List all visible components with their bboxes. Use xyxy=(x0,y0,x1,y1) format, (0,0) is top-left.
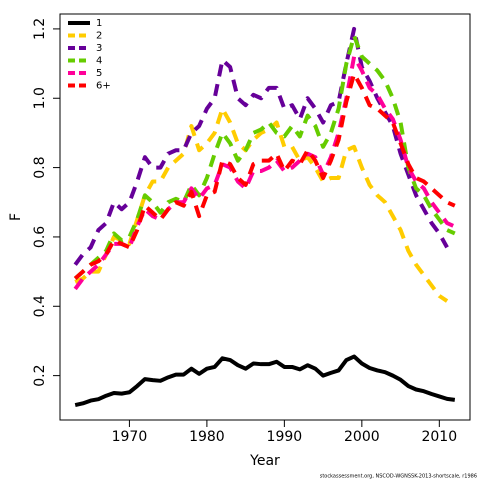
legend-label: 4 xyxy=(96,56,102,67)
series-line xyxy=(73,26,449,266)
x-tick-label: 1970 xyxy=(112,429,148,445)
legend-label: 1 xyxy=(96,18,102,29)
series-line xyxy=(74,106,449,303)
y-tick-label: 0.4 xyxy=(32,295,48,317)
x-tick-label: 1980 xyxy=(189,429,225,445)
x-tick-label: 2010 xyxy=(421,429,457,445)
y-tick-label: 0.6 xyxy=(32,226,48,248)
x-tick-label: 1990 xyxy=(267,429,303,445)
x-axis-label: Year xyxy=(249,453,280,469)
y-tick-label: 1.0 xyxy=(32,87,48,109)
series-line xyxy=(73,54,456,291)
legend-label: 2 xyxy=(96,31,102,42)
y-tick-label: 1.2 xyxy=(32,18,48,40)
series-line xyxy=(73,71,456,281)
plot-frame xyxy=(59,13,471,421)
legend-label: 3 xyxy=(96,43,102,54)
y-axis-label: F xyxy=(8,213,24,221)
legend-label: 6+ xyxy=(96,81,111,92)
legend-label: 5 xyxy=(96,68,102,79)
series-line xyxy=(74,354,456,408)
series-line xyxy=(73,33,456,281)
y-tick-label: 0.8 xyxy=(32,156,48,178)
x-tick-label: 2000 xyxy=(344,429,380,445)
y-tick-label: 0.2 xyxy=(32,364,48,386)
source-note: stockassessment.org, NSCOD-WGNSSK-2013-s… xyxy=(320,474,477,480)
